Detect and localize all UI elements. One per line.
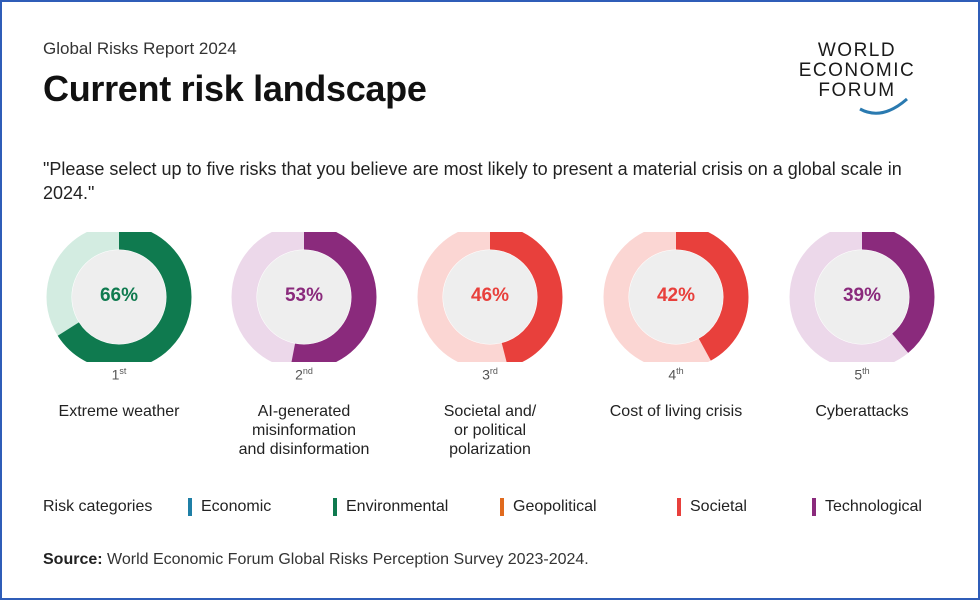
risk-label-line: or political xyxy=(453,422,527,439)
rank-number: 4 xyxy=(668,366,677,383)
legend-swatch xyxy=(500,498,504,516)
donut-3: 46% xyxy=(415,232,565,362)
legend: Risk categories Economic Environmental Geo… xyxy=(43,496,953,520)
donut-svg-2 xyxy=(231,232,377,362)
legend-swatch xyxy=(812,498,816,516)
donut-value-1: 66% xyxy=(99,285,139,306)
report-subtitle: Global Risks Report 2024 xyxy=(43,39,237,58)
rank-1: 1st xyxy=(44,366,194,383)
donut-arc-5 xyxy=(789,232,935,362)
legend-label: Geopolitical xyxy=(513,498,597,515)
donut-arc-3 xyxy=(417,232,563,362)
donut-arc-4 xyxy=(603,232,749,362)
rank-number: 2 xyxy=(295,366,303,383)
risk-label-line: AI-generated xyxy=(257,403,351,420)
rank-ordinal: th xyxy=(862,366,870,376)
donut-4: 42% xyxy=(601,232,751,362)
risk-label-line: Cost of living crisis xyxy=(609,403,743,420)
donut-svg-4 xyxy=(603,232,749,362)
risk-label-line: polarization xyxy=(449,441,531,458)
source-text: World Economic Forum Global Risks Percep… xyxy=(107,551,589,568)
rank-4: 4th xyxy=(601,366,751,383)
donut-arc-1 xyxy=(46,232,192,362)
wef-logo: WORLD ECONOMIC FORUM xyxy=(772,39,942,119)
logo-arc-icon xyxy=(859,97,908,115)
legend-label: Environmental xyxy=(346,498,449,515)
legend-label: Societal xyxy=(690,498,747,515)
donut-svg-1 xyxy=(46,232,192,362)
risk-label-line: Extreme weather xyxy=(58,403,180,420)
legend-swatch xyxy=(333,498,337,516)
risk-label-4: Cost of living crisis xyxy=(586,402,766,421)
rank-2: 2nd xyxy=(229,366,379,383)
donut-svg-5 xyxy=(789,232,935,362)
survey-question: "Please select up to five risks that you… xyxy=(43,159,902,203)
source-note: Source: World Economic Forum Global Risk… xyxy=(43,551,589,569)
donut-svg-3 xyxy=(417,232,563,362)
rank-number: 1 xyxy=(111,366,120,383)
logo-line-1: WORLD xyxy=(817,40,897,61)
legend-title: Risk categories xyxy=(43,498,153,515)
donut-value-5: 39% xyxy=(842,285,882,306)
risk-label-1: Extreme weather xyxy=(29,402,209,421)
rank-number: 3 xyxy=(482,366,490,383)
rank-ordinal: th xyxy=(676,366,684,376)
logo-line-3: FORUM xyxy=(818,80,896,101)
donut-5: 39% xyxy=(787,232,937,362)
risk-label-line: Societal and/ xyxy=(443,403,537,420)
donut-arc-2 xyxy=(231,232,377,362)
risk-label-3: Societal and/or political polarization xyxy=(400,402,580,459)
donut-center-5 xyxy=(815,250,909,344)
source-label: Source: xyxy=(43,551,103,568)
page-title: Current risk landscape xyxy=(43,68,427,109)
risk-label-2: AI-generated misinformation and disinforma… xyxy=(214,402,394,459)
rank-ordinal: st xyxy=(119,366,127,376)
donut-value-3: 46% xyxy=(470,285,510,306)
rank-number: 5 xyxy=(854,366,863,383)
risk-label-line: Cyberattacks xyxy=(815,403,909,420)
risk-label-5: Cyberattacks xyxy=(772,402,952,421)
donut-center-3 xyxy=(443,250,537,344)
risk-label-line: and disinformation xyxy=(238,441,370,458)
donut-center-1 xyxy=(72,250,166,344)
rank-3: 3rd xyxy=(415,366,565,383)
donut-value-4: 42% xyxy=(656,285,696,306)
donut-chart-area: 66% 1st Extreme weather 53% 2nd AI-generated m… xyxy=(2,232,980,472)
donut-center-2 xyxy=(257,250,351,344)
rank-ordinal: rd xyxy=(489,366,498,376)
donut-2: 53% xyxy=(229,232,379,362)
donut-value-2: 53% xyxy=(284,285,324,306)
legend-label: Technological xyxy=(825,498,922,515)
logo-line-2: ECONOMIC xyxy=(798,60,916,81)
donut-center-4 xyxy=(629,250,723,344)
legend-swatch xyxy=(677,498,681,516)
rank-ordinal: nd xyxy=(302,366,313,376)
legend-swatch xyxy=(188,498,192,516)
donut-1: 66% xyxy=(44,232,194,362)
legend-label: Economic xyxy=(201,498,272,515)
rank-5: 5th xyxy=(787,366,937,383)
risk-label-line: misinformation xyxy=(251,422,357,439)
